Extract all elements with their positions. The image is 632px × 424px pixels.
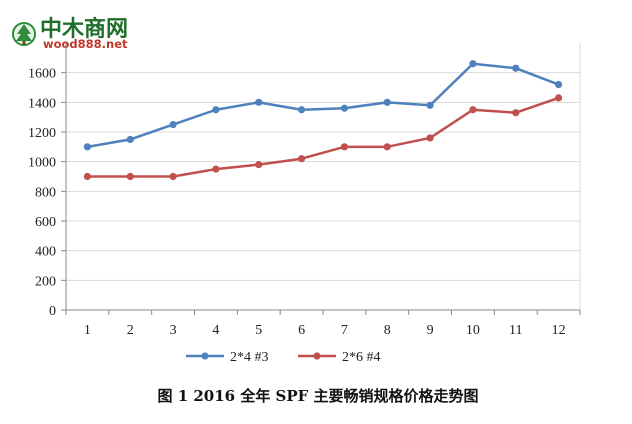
y-tick-label: 600 — [35, 215, 56, 230]
data-point — [83, 172, 92, 181]
x-tick-label: 9 — [427, 323, 434, 338]
data-point — [383, 143, 391, 151]
tree-shape — [16, 24, 32, 41]
legend: 2*4 #3 2*6 #4 — [186, 350, 381, 365]
data-point — [297, 106, 306, 114]
x-tick-label: 4 — [212, 323, 219, 338]
y-tick-label: 200 — [35, 274, 56, 289]
series-line — [87, 62, 560, 149]
x-tick-label: 1 — [84, 323, 91, 338]
tree-trunk — [22, 41, 26, 45]
series-2 — [83, 94, 563, 181]
legend-swatch-marker — [201, 352, 209, 360]
data-point — [554, 94, 563, 102]
x-tick-label: 3 — [170, 323, 177, 338]
data-point — [426, 134, 434, 142]
series-1 — [83, 60, 563, 151]
x-tick-label: 10 — [466, 323, 480, 338]
x-tick-label: 7 — [341, 323, 348, 338]
data-point — [340, 104, 349, 112]
y-tick-label: 1600 — [28, 67, 56, 82]
y-tick-label: 1400 — [28, 96, 56, 111]
x-tick-label: 6 — [298, 323, 305, 338]
data-point — [426, 101, 434, 109]
x-axis-ticks: 1 2 3 4 5 6 7 8 9 10 11 12 — [65, 310, 581, 338]
watermark-name: 中木商网 — [40, 16, 128, 42]
data-point — [340, 143, 349, 151]
data-point — [554, 80, 563, 89]
data-point — [126, 135, 134, 144]
data-point — [255, 98, 263, 106]
x-tick-label: 5 — [255, 323, 262, 338]
x-tick-label: 11 — [509, 323, 522, 338]
y-tick-label: 1200 — [28, 126, 56, 141]
y-axis-ticks: 0 200 400 600 800 1000 1200 1400 1600 — [28, 67, 66, 319]
data-point — [212, 106, 220, 114]
series-layer — [83, 60, 563, 181]
data-point — [469, 60, 477, 68]
legend-item-2: 2*6 #4 — [298, 350, 381, 365]
data-point — [169, 172, 177, 181]
chart-caption: 图 1 2016 全年 SPF 主要畅销规格价格走势图 — [157, 387, 478, 405]
data-point — [169, 120, 177, 129]
data-point — [297, 155, 306, 163]
y-tick-label: 1000 — [28, 156, 56, 171]
data-point — [512, 64, 520, 72]
watermark-logo: 中木商网 wood888.net — [12, 16, 128, 51]
legend-label: 2*6 #4 — [342, 350, 381, 365]
legend-item-1: 2*4 #3 — [186, 350, 269, 365]
data-point — [512, 109, 520, 117]
legend-label: 2*4 #3 — [230, 350, 269, 365]
x-tick-label: 8 — [384, 323, 391, 338]
data-point — [255, 161, 263, 169]
data-point — [212, 165, 220, 173]
series-line — [87, 96, 559, 178]
y-tick-label: 0 — [49, 304, 56, 319]
y-tick-label: 800 — [35, 185, 56, 200]
data-point — [126, 172, 134, 181]
data-point — [83, 143, 92, 151]
legend-swatch-marker — [313, 352, 321, 360]
data-point — [383, 98, 391, 106]
y-tick-label: 400 — [35, 245, 56, 260]
x-tick-label: 12 — [552, 323, 566, 338]
data-point — [469, 106, 477, 114]
x-tick-label: 2 — [127, 323, 134, 338]
watermark-url: wood888.net — [43, 37, 128, 51]
